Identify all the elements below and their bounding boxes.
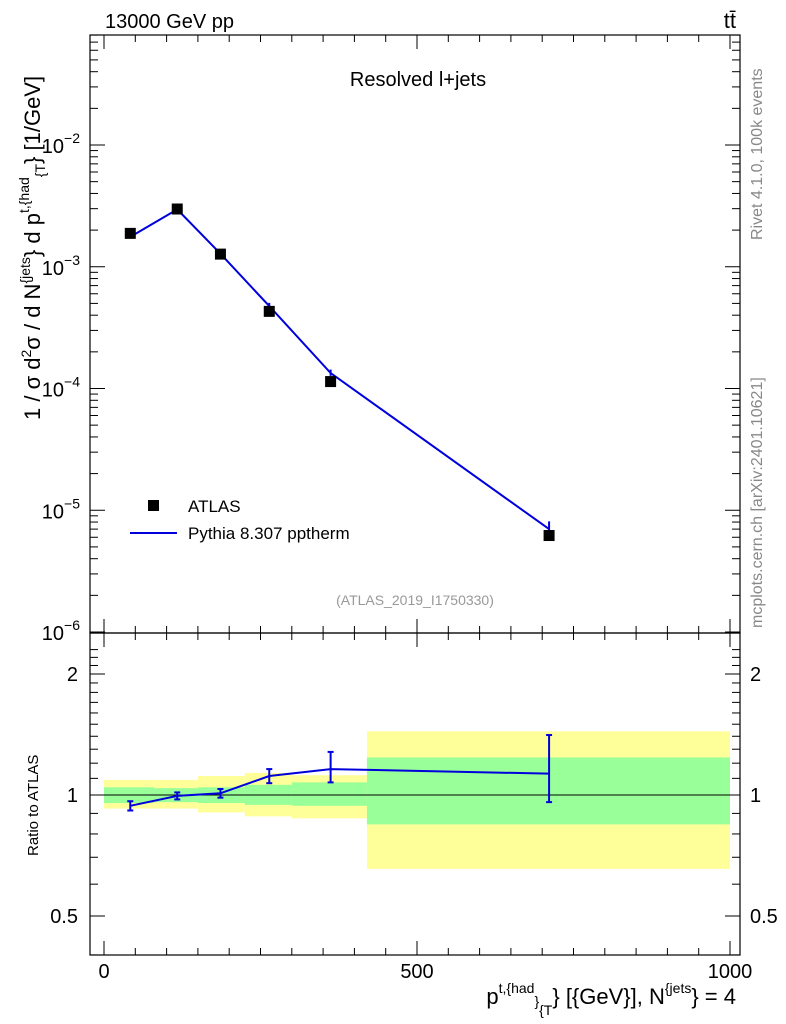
rivet-label: Rivet 4.1.0, 100k events <box>749 68 766 240</box>
pythia-line <box>129 208 550 530</box>
main-y-axis-label: 1 / σ d2σ / d N{jets} d pt,{had{T} [1/Ge… <box>16 76 48 420</box>
ratio-y-tick-label-right: 2 <box>750 664 761 686</box>
atlas-data-point <box>124 227 136 239</box>
main-title: Resolved l+jets <box>350 69 486 91</box>
main-frame <box>89 34 741 634</box>
atlas-data-point <box>171 203 183 215</box>
x-axis-label: pt,{had}{T} [{GeV}], N{jets} = 4 <box>486 980 736 1018</box>
process-label: tt̄ <box>724 8 736 33</box>
ratio-y-tick-label: 0.5 <box>50 906 78 928</box>
ratio-y-tick-label: 2 <box>67 664 78 686</box>
main-y-tick-label: 10−3 <box>42 252 80 280</box>
main-panel: 10−6 10−5 10−4 10−3 10−2 Resolved l+jets (AT… <box>16 34 741 645</box>
inner-uncertainty-band <box>291 782 367 806</box>
legend-marker-atlas <box>148 500 159 511</box>
energy-label: 13000 GeV pp <box>105 11 234 33</box>
ratio-line <box>130 768 550 807</box>
main-y-tick-label: 10−2 <box>42 130 80 158</box>
x-tick-label: 500 <box>400 961 433 983</box>
ratio-frame <box>89 632 741 956</box>
mcplots-label: mcplots.cern.ch [arXiv:2401.10621] <box>749 377 766 628</box>
atlas-data-point <box>543 530 555 542</box>
atlas-data-point <box>214 248 226 260</box>
legend-label-pythia: Pythia 8.307 pptherm <box>188 524 350 543</box>
x-tick-label: 1000 <box>708 961 753 983</box>
ratio-y-tick-label: 1 <box>67 785 78 807</box>
ratio-panel: 0 500 1000 0.5 0.5 1 1 2 2 Ratio to ATLAS pt,{ha… <box>25 632 778 1018</box>
ratio-y-tick-label-right: 0.5 <box>750 906 778 928</box>
ratio-y-tick-label-right: 1 <box>750 785 761 807</box>
atlas-data-point <box>325 376 337 388</box>
main-y-tick-label: 10−4 <box>42 374 80 402</box>
legend-label-atlas: ATLAS <box>188 497 241 516</box>
main-y-tick-label: 10−6 <box>42 617 80 645</box>
legend: ATLAS Pythia 8.307 pptherm <box>130 497 350 543</box>
atlas-data-point <box>263 305 275 317</box>
ratio-y-axis-label: Ratio to ATLAS <box>25 755 42 856</box>
main-y-tick-label: 10−5 <box>42 495 80 523</box>
analysis-tag: (ATLAS_2019_I1750330) <box>336 592 494 608</box>
x-tick-label: 0 <box>98 961 109 983</box>
